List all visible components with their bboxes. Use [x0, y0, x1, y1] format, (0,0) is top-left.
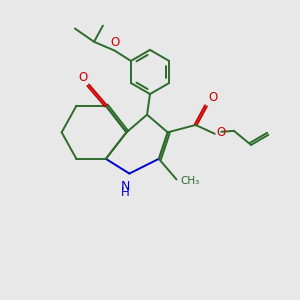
Text: CH₃: CH₃	[180, 176, 199, 186]
Text: N: N	[120, 180, 130, 193]
Text: O: O	[208, 92, 218, 104]
Text: H: H	[121, 186, 129, 199]
Text: O: O	[217, 126, 226, 139]
Text: O: O	[78, 71, 88, 84]
Text: O: O	[110, 36, 119, 49]
